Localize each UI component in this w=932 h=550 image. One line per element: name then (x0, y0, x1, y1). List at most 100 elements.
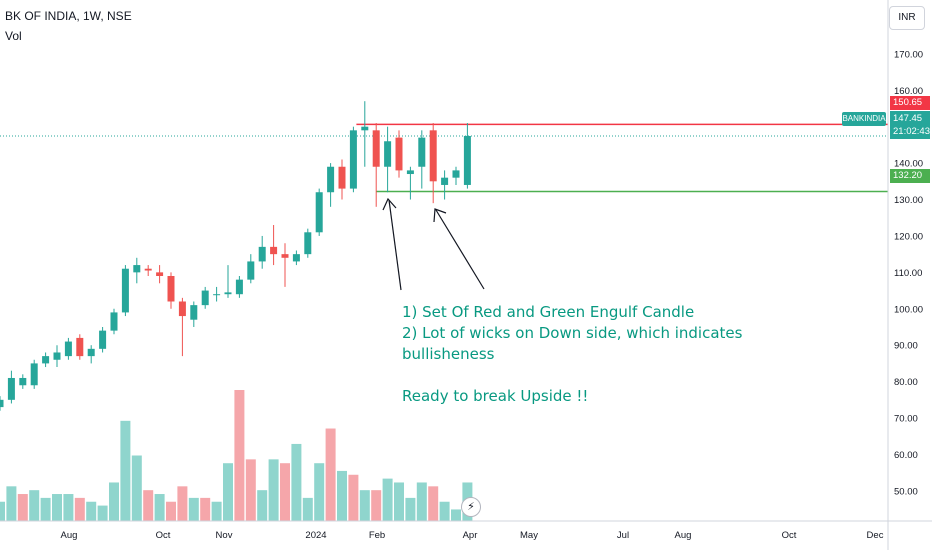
price-tick-label: 120.00 (894, 231, 923, 242)
trade-annotation: 1) Set Of Red and Green Engulf Candle 2)… (402, 302, 742, 407)
volume-bar (17, 494, 28, 521)
symbol-label: BANKINDIA (842, 112, 886, 126)
volume-bar (382, 478, 393, 521)
time-axis: Aug Oct Nov 2024 Feb Apr May Jul Aug Oct Dec (0, 520, 932, 541)
time-tick-label: Oct (156, 530, 171, 541)
volume-bar (223, 463, 233, 521)
time-tick-label: Feb (369, 530, 385, 541)
candle-body (463, 135, 471, 185)
volume-bar (337, 470, 347, 521)
price-tick-label: 110.00 (894, 268, 922, 279)
volume-bar (29, 490, 40, 521)
time-tick-label: Nov (216, 530, 233, 541)
last-price: 147.45 (893, 113, 923, 124)
candle-body (281, 254, 289, 258)
volume-bar (6, 486, 17, 521)
candles (0, 101, 471, 411)
volume-bar (245, 459, 256, 521)
candle-body (452, 170, 460, 178)
candle-body (213, 294, 221, 296)
volume-bar (154, 494, 165, 521)
bar-countdown: 21:02:43 (893, 126, 930, 137)
volume-bar (291, 443, 302, 521)
candle-body (258, 246, 266, 262)
volume-bar (97, 505, 108, 521)
volume-bar (234, 390, 245, 521)
price-tick-label: 70.00 (894, 414, 918, 425)
time-tick-label: Jul (617, 530, 629, 541)
candle-body (395, 137, 403, 171)
annotation-line-2: 2) Lot of wicks on Down side, which indi… (402, 324, 743, 342)
price-tick-label: 140.00 (894, 159, 923, 170)
candle-body (384, 141, 392, 167)
candle-body (42, 356, 50, 364)
candle-body (327, 166, 335, 193)
volume-bar (280, 463, 290, 521)
candle-body (338, 166, 346, 189)
candle-body (304, 232, 312, 255)
arrow-head-2 (433, 208, 447, 223)
time-tick-label: Aug (61, 530, 78, 541)
candle-body (178, 301, 186, 317)
volume-bar (166, 501, 176, 521)
volume-bar (40, 497, 51, 521)
support-price-badge: 132.20 (890, 169, 930, 183)
arrow-line-1 (388, 199, 402, 291)
volume-bar (348, 474, 359, 521)
candle-body (87, 348, 95, 357)
annotation-line-1: 1) Set Of Red and Green Engulf Candle (402, 303, 695, 321)
candle-body (121, 268, 129, 313)
volume-bar (211, 501, 222, 521)
time-tick-label: Apr (463, 530, 478, 541)
candle-body (7, 377, 15, 400)
currency-selector[interactable]: INR (889, 6, 925, 30)
candle-body (19, 377, 27, 386)
candle-body (406, 170, 414, 175)
volume-bar (451, 509, 461, 521)
time-tick-label: Dec (867, 530, 884, 541)
volume-bar (314, 463, 325, 521)
time-tick-label: May (520, 530, 538, 541)
lightning-icon[interactable]: ⚡ (461, 497, 481, 517)
price-tick-label: 130.00 (894, 195, 923, 206)
arrow-head-1 (382, 197, 397, 211)
annotation-line-4: Ready to break Upside !! (402, 387, 589, 405)
volume-bar (302, 497, 313, 521)
price-axis: 50.00 60.00 70.00 80.00 90.00 100.00 110.00 120… (887, 0, 923, 550)
price-tick-label: 90.00 (894, 341, 918, 352)
volume-bar (177, 486, 188, 521)
resistance-price-badge: 150.65 (890, 96, 930, 110)
volume-bar (63, 494, 74, 521)
candle-body (372, 130, 380, 167)
candle-body (110, 312, 118, 331)
candle-body (292, 254, 300, 262)
candle-body (167, 276, 175, 302)
annotation-line-3: bullisheness (402, 345, 495, 363)
chart-title: BK OF INDIA, 1W, NSE (5, 9, 132, 23)
volume-bar (52, 494, 62, 521)
price-tick-label: 60.00 (894, 450, 918, 461)
candle-body (76, 337, 84, 357)
volume-bar (428, 486, 439, 521)
volume-bar (405, 497, 416, 521)
candle-body (30, 363, 38, 386)
volume-bar (416, 482, 427, 521)
volume-bar (325, 428, 336, 521)
annotation-arrows (382, 197, 485, 291)
candle-body (133, 265, 141, 273)
candle-body (418, 137, 426, 167)
candle-body (441, 177, 449, 185)
price-tick-label: 50.00 (894, 486, 918, 497)
last-price-badge: 147.45 21:02:43 (890, 111, 930, 139)
volume-bar (74, 497, 85, 521)
time-tick-label: Oct (782, 530, 797, 541)
volume-bar (143, 490, 154, 521)
volume-bar (257, 490, 268, 521)
candle-body (144, 268, 152, 271)
volume-bars (0, 390, 473, 521)
candle-body (235, 279, 243, 295)
candle-body (361, 126, 369, 131)
candle-body (64, 341, 72, 357)
volume-bar (200, 497, 211, 521)
